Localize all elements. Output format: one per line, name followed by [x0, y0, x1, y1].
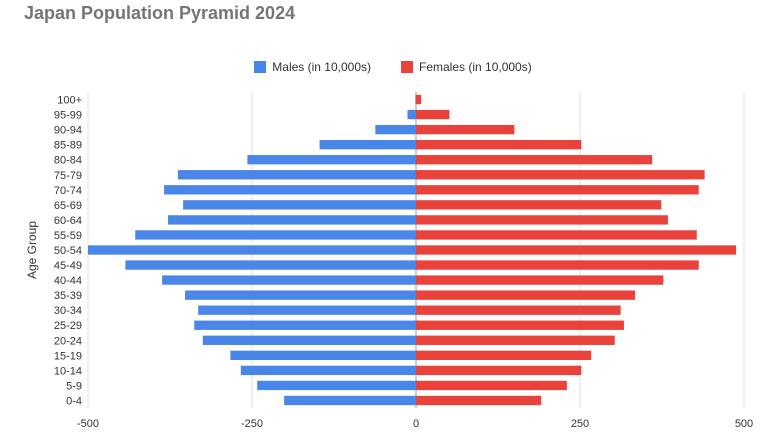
- bar-males: [125, 260, 416, 270]
- y-tick-label: 30-34: [54, 305, 82, 317]
- y-tick-label: 45-49: [54, 260, 82, 272]
- y-tick-label: 5-9: [66, 380, 82, 392]
- bar-females: [416, 230, 697, 240]
- x-tick-label: 250: [571, 418, 589, 430]
- x-tick-label: 500: [735, 418, 753, 430]
- y-tick-label: 60-64: [54, 215, 82, 227]
- x-tick-label: -500: [77, 418, 99, 430]
- y-tick-label: 90-94: [54, 125, 82, 137]
- bar-females: [416, 320, 624, 330]
- y-tick-label: 100+: [57, 95, 82, 107]
- bar-females: [416, 170, 705, 180]
- bar-males: [135, 230, 416, 240]
- bar-males: [168, 215, 416, 225]
- bar-males: [375, 124, 416, 135]
- bar-males: [415, 94, 416, 105]
- bar-males: [183, 200, 416, 210]
- bar-males: [88, 245, 416, 255]
- legend-item-males[interactable]: Males (in 10,000s): [236, 60, 371, 74]
- bar-males: [202, 335, 416, 345]
- y-tick-label: 35-39: [54, 290, 82, 302]
- bar-males: [194, 320, 416, 330]
- y-tick-label: 40-44: [54, 275, 82, 287]
- legend-item-females[interactable]: Females (in 10,000s): [383, 60, 532, 74]
- legend-label-males: Males (in 10,000s): [272, 60, 371, 74]
- bar-males: [198, 305, 416, 315]
- y-tick-label: 0-4: [66, 395, 82, 407]
- bar-females: [416, 215, 668, 225]
- y-tick-label: 95-99: [54, 110, 82, 122]
- y-tick-label: 65-69: [54, 200, 82, 212]
- y-axis-title: Age Group: [25, 221, 39, 279]
- legend: Males (in 10,000s) Females (in 10,000s): [0, 58, 768, 76]
- bar-females: [416, 335, 615, 345]
- bar-females: [416, 380, 567, 391]
- bar-females: [416, 245, 737, 255]
- y-tick-label: 85-89: [54, 140, 82, 152]
- bar-females: [416, 200, 662, 210]
- bar-males: [230, 350, 416, 360]
- y-tick-label: 20-24: [54, 335, 82, 347]
- y-tick-label: 25-29: [54, 320, 82, 332]
- y-tick-label: 15-19: [54, 350, 82, 362]
- bar-females: [416, 140, 582, 150]
- x-tick-label: -250: [241, 418, 263, 430]
- x-tick-label: 0: [413, 418, 419, 430]
- y-tick-label: 75-79: [54, 170, 82, 182]
- legend-label-females: Females (in 10,000s): [419, 60, 532, 74]
- bar-males: [240, 365, 416, 376]
- bar-females: [416, 395, 542, 406]
- bar-females: [416, 350, 592, 360]
- bar-females: [416, 290, 636, 300]
- bar-males: [177, 170, 416, 180]
- bar-males: [407, 109, 416, 120]
- legend-swatch-males: [254, 61, 267, 73]
- bar-females: [416, 305, 621, 315]
- bar-males: [319, 140, 416, 150]
- bar-females: [416, 124, 515, 135]
- bar-males: [185, 290, 416, 300]
- bar-females: [416, 109, 450, 120]
- y-tick-label: 10-14: [54, 365, 82, 377]
- y-tick-label: 50-54: [54, 245, 82, 257]
- bar-females: [416, 260, 699, 270]
- bar-females: [416, 365, 582, 376]
- bar-males: [284, 395, 416, 406]
- bar-females: [416, 185, 699, 195]
- y-tick-label: 70-74: [54, 185, 82, 197]
- legend-swatch-females: [401, 61, 413, 73]
- y-tick-label: 55-59: [54, 230, 82, 242]
- bar-males: [247, 155, 416, 165]
- bar-males: [164, 185, 416, 195]
- y-tick-label: 80-84: [54, 155, 82, 167]
- bar-females: [416, 155, 653, 165]
- bar-females: [416, 275, 664, 285]
- bar-females: [416, 94, 422, 105]
- bar-males: [257, 380, 416, 391]
- bar-males: [162, 275, 416, 285]
- chart-title: Japan Population Pyramid 2024: [24, 3, 296, 23]
